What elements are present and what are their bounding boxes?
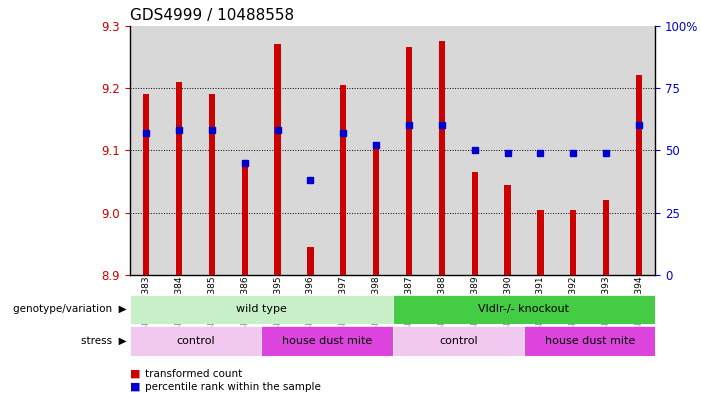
- Bar: [393, 326, 524, 356]
- Text: house dust mite: house dust mite: [282, 336, 372, 346]
- Bar: [209, 94, 215, 275]
- Bar: [242, 160, 248, 275]
- Text: ■: ■: [130, 382, 140, 392]
- Bar: [537, 209, 543, 275]
- Bar: [603, 200, 609, 275]
- Bar: [426, 26, 458, 275]
- Bar: [406, 48, 412, 275]
- Text: control: control: [439, 336, 477, 346]
- Bar: [636, 75, 642, 275]
- Text: GDS4999 / 10488558: GDS4999 / 10488558: [130, 8, 294, 23]
- Text: Vldlr-/- knockout: Vldlr-/- knockout: [479, 305, 569, 314]
- Bar: [130, 295, 393, 324]
- Bar: [130, 326, 261, 356]
- Bar: [360, 26, 393, 275]
- Bar: [590, 26, 622, 275]
- Bar: [143, 94, 149, 275]
- Text: transformed count: transformed count: [145, 369, 243, 379]
- Bar: [130, 26, 163, 275]
- Bar: [340, 85, 346, 275]
- Bar: [622, 26, 655, 275]
- Text: control: control: [176, 336, 215, 346]
- Bar: [505, 185, 511, 275]
- Bar: [327, 26, 360, 275]
- Bar: [373, 147, 379, 275]
- Bar: [196, 26, 229, 275]
- Bar: [439, 41, 445, 275]
- Text: house dust mite: house dust mite: [545, 336, 635, 346]
- Bar: [176, 82, 182, 275]
- Text: stress  ▶: stress ▶: [81, 336, 126, 346]
- Bar: [163, 26, 196, 275]
- Text: percentile rank within the sample: percentile rank within the sample: [145, 382, 321, 392]
- Text: wild type: wild type: [236, 305, 287, 314]
- Bar: [524, 326, 655, 356]
- Bar: [294, 26, 327, 275]
- Bar: [307, 247, 313, 275]
- Bar: [458, 26, 491, 275]
- Bar: [570, 209, 576, 275]
- Bar: [261, 326, 393, 356]
- Bar: [491, 26, 524, 275]
- Bar: [524, 26, 557, 275]
- Text: genotype/variation  ▶: genotype/variation ▶: [13, 305, 126, 314]
- Text: ■: ■: [130, 369, 140, 379]
- Bar: [261, 26, 294, 275]
- Bar: [393, 295, 655, 324]
- Bar: [229, 26, 261, 275]
- Bar: [274, 44, 280, 275]
- Bar: [472, 172, 478, 275]
- Bar: [557, 26, 590, 275]
- Bar: [393, 26, 426, 275]
